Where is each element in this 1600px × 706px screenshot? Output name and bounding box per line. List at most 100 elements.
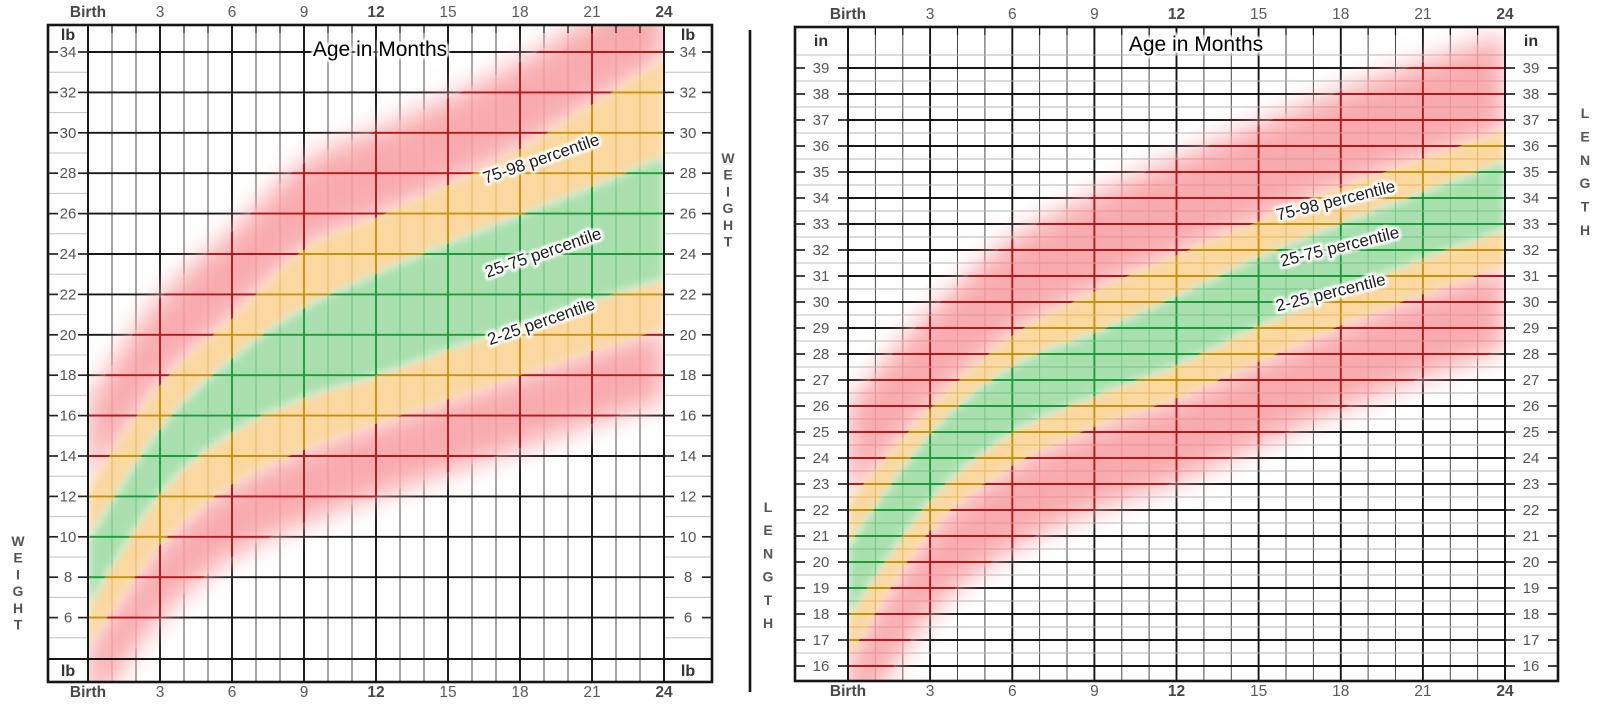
y-axis-tick-label: 31	[813, 268, 830, 285]
y-axis-tick-label: 20	[60, 327, 77, 344]
y-axis-tick-label: 29	[813, 320, 830, 337]
y-axis-tick-label: 34	[680, 44, 697, 61]
y-axis-tick-label: 20	[1523, 554, 1540, 571]
x-axis-label-bottom: 21	[1414, 683, 1431, 700]
svg-text:T: T	[14, 617, 23, 633]
y-axis-tick-label: 26	[680, 206, 697, 223]
y-axis-tick-label: 33	[813, 216, 830, 233]
y-axis-tick-label: 24	[680, 246, 697, 263]
y-axis-tick-label: 25	[813, 424, 830, 441]
y-axis-tick-label: 35	[1523, 164, 1540, 181]
y-axis-tick-label: 16	[1523, 658, 1540, 675]
y-axis-tick-label: 8	[684, 569, 692, 586]
y-axis-tick-label: 36	[1523, 138, 1540, 155]
y-axis-tick-label: 30	[60, 125, 77, 142]
x-axis-label-top: Birth	[70, 4, 106, 21]
y-axis-tick-label: 16	[60, 408, 77, 425]
x-axis-label-top: 24	[655, 4, 673, 21]
y-axis-tick-label: 34	[1523, 190, 1540, 207]
y-axis-tick-label: 35	[813, 164, 830, 181]
x-axis-label-top: 12	[367, 4, 384, 21]
y-axis-tick-label: 31	[1523, 268, 1540, 285]
x-axis-label-bottom: 18	[511, 684, 528, 701]
y-axis-tick-label: 16	[813, 658, 830, 675]
y-axis-tick-label: 24	[1523, 450, 1540, 467]
x-axis-label-bottom: 21	[583, 684, 600, 701]
x-axis-label-top: 24	[1496, 6, 1514, 23]
y-axis-tick-label: 26	[60, 206, 77, 223]
y-axis-tick-label: 26	[1523, 398, 1540, 415]
svg-text:T: T	[1581, 199, 1590, 215]
svg-text:T: T	[764, 592, 773, 608]
x-axis-label-top: 21	[583, 4, 600, 21]
y-axis-tick-label: 14	[60, 448, 77, 465]
unit-label: lb	[61, 27, 75, 44]
y-axis-tick-label: 16	[680, 408, 697, 425]
y-axis-tick-label: 29	[1523, 320, 1540, 337]
x-axis-label-bottom: 9	[1090, 683, 1099, 700]
x-axis-label-top: 15	[1250, 6, 1267, 23]
y-axis-tick-label: 18	[60, 367, 77, 384]
svg-text:W: W	[721, 150, 735, 166]
svg-text:L: L	[764, 499, 773, 515]
x-axis-label-bottom: 12	[1168, 683, 1185, 700]
y-axis-tick-label: 21	[813, 528, 830, 545]
x-axis-label-bottom: Birth	[70, 684, 106, 701]
y-axis-tick-label: 17	[1523, 632, 1540, 649]
y-axis-tick-label: 30	[1523, 294, 1540, 311]
svg-text:N: N	[763, 545, 773, 561]
x-axis-label-top: 18	[511, 4, 528, 21]
y-axis-tick-label: 26	[813, 398, 830, 415]
y-axis-tick-label: 24	[60, 246, 77, 263]
unit-label: lb	[681, 663, 695, 680]
svg-text:N: N	[1580, 152, 1590, 168]
x-axis-label-top: 12	[1168, 6, 1185, 23]
y-axis-tick-label: 18	[680, 367, 697, 384]
y-axis-tick-label: 12	[680, 488, 697, 505]
unit-label: in	[1524, 33, 1538, 50]
y-axis-tick-label: 38	[813, 86, 830, 103]
x-axis-label-top: 9	[1090, 6, 1099, 23]
svg-text:L: L	[1581, 105, 1590, 121]
x-axis-label-bottom: 9	[300, 684, 309, 701]
x-axis-label-top: 21	[1414, 6, 1431, 23]
y-axis-tick-label: 10	[680, 529, 697, 546]
y-axis-tick-label: 27	[813, 372, 830, 389]
y-axis-tick-label: 22	[813, 502, 830, 519]
y-axis-tick-label: 21	[1523, 528, 1540, 545]
y-axis-tick-label: 33	[1523, 216, 1540, 233]
x-axis-label-bottom: 15	[1250, 683, 1267, 700]
x-axis-label-top: 3	[156, 4, 165, 21]
y-axis-tick-label: 32	[60, 84, 77, 101]
svg-text:T: T	[724, 234, 733, 250]
svg-text:E: E	[13, 550, 22, 566]
y-axis-tick-label: 20	[813, 554, 830, 571]
y-axis-tick-label: 32	[1523, 242, 1540, 259]
svg-text:I: I	[16, 566, 20, 582]
svg-text:G: G	[1580, 175, 1591, 191]
svg-text:H: H	[723, 217, 733, 233]
x-axis-label-bottom: 15	[439, 684, 456, 701]
y-axis-tick-label: 34	[813, 190, 830, 207]
y-axis-tick-label: 18	[1523, 606, 1540, 623]
x-axis-label-bottom: 6	[1008, 683, 1017, 700]
unit-label: in	[814, 33, 828, 50]
y-axis-tick-label: 30	[813, 294, 830, 311]
svg-text:G: G	[723, 200, 734, 216]
svg-text:E: E	[1580, 128, 1589, 144]
weight-for-age-chart: 34 34 32 32 30 30 28 28 26 26 24 24 22 22 20 20 18 18 16 16…	[11, 4, 735, 701]
svg-text:W: W	[11, 533, 25, 549]
svg-text:Age in Months: Age in Months	[313, 38, 447, 61]
svg-text:E: E	[723, 167, 732, 183]
y-axis-tick-label: 14	[680, 448, 697, 465]
y-axis-tick-label: 22	[680, 286, 697, 303]
unit-label: lb	[61, 663, 75, 680]
svg-text:G: G	[13, 583, 24, 599]
svg-text:Age in Months: Age in Months	[1129, 33, 1263, 56]
y-axis-tick-label: 28	[680, 165, 697, 182]
